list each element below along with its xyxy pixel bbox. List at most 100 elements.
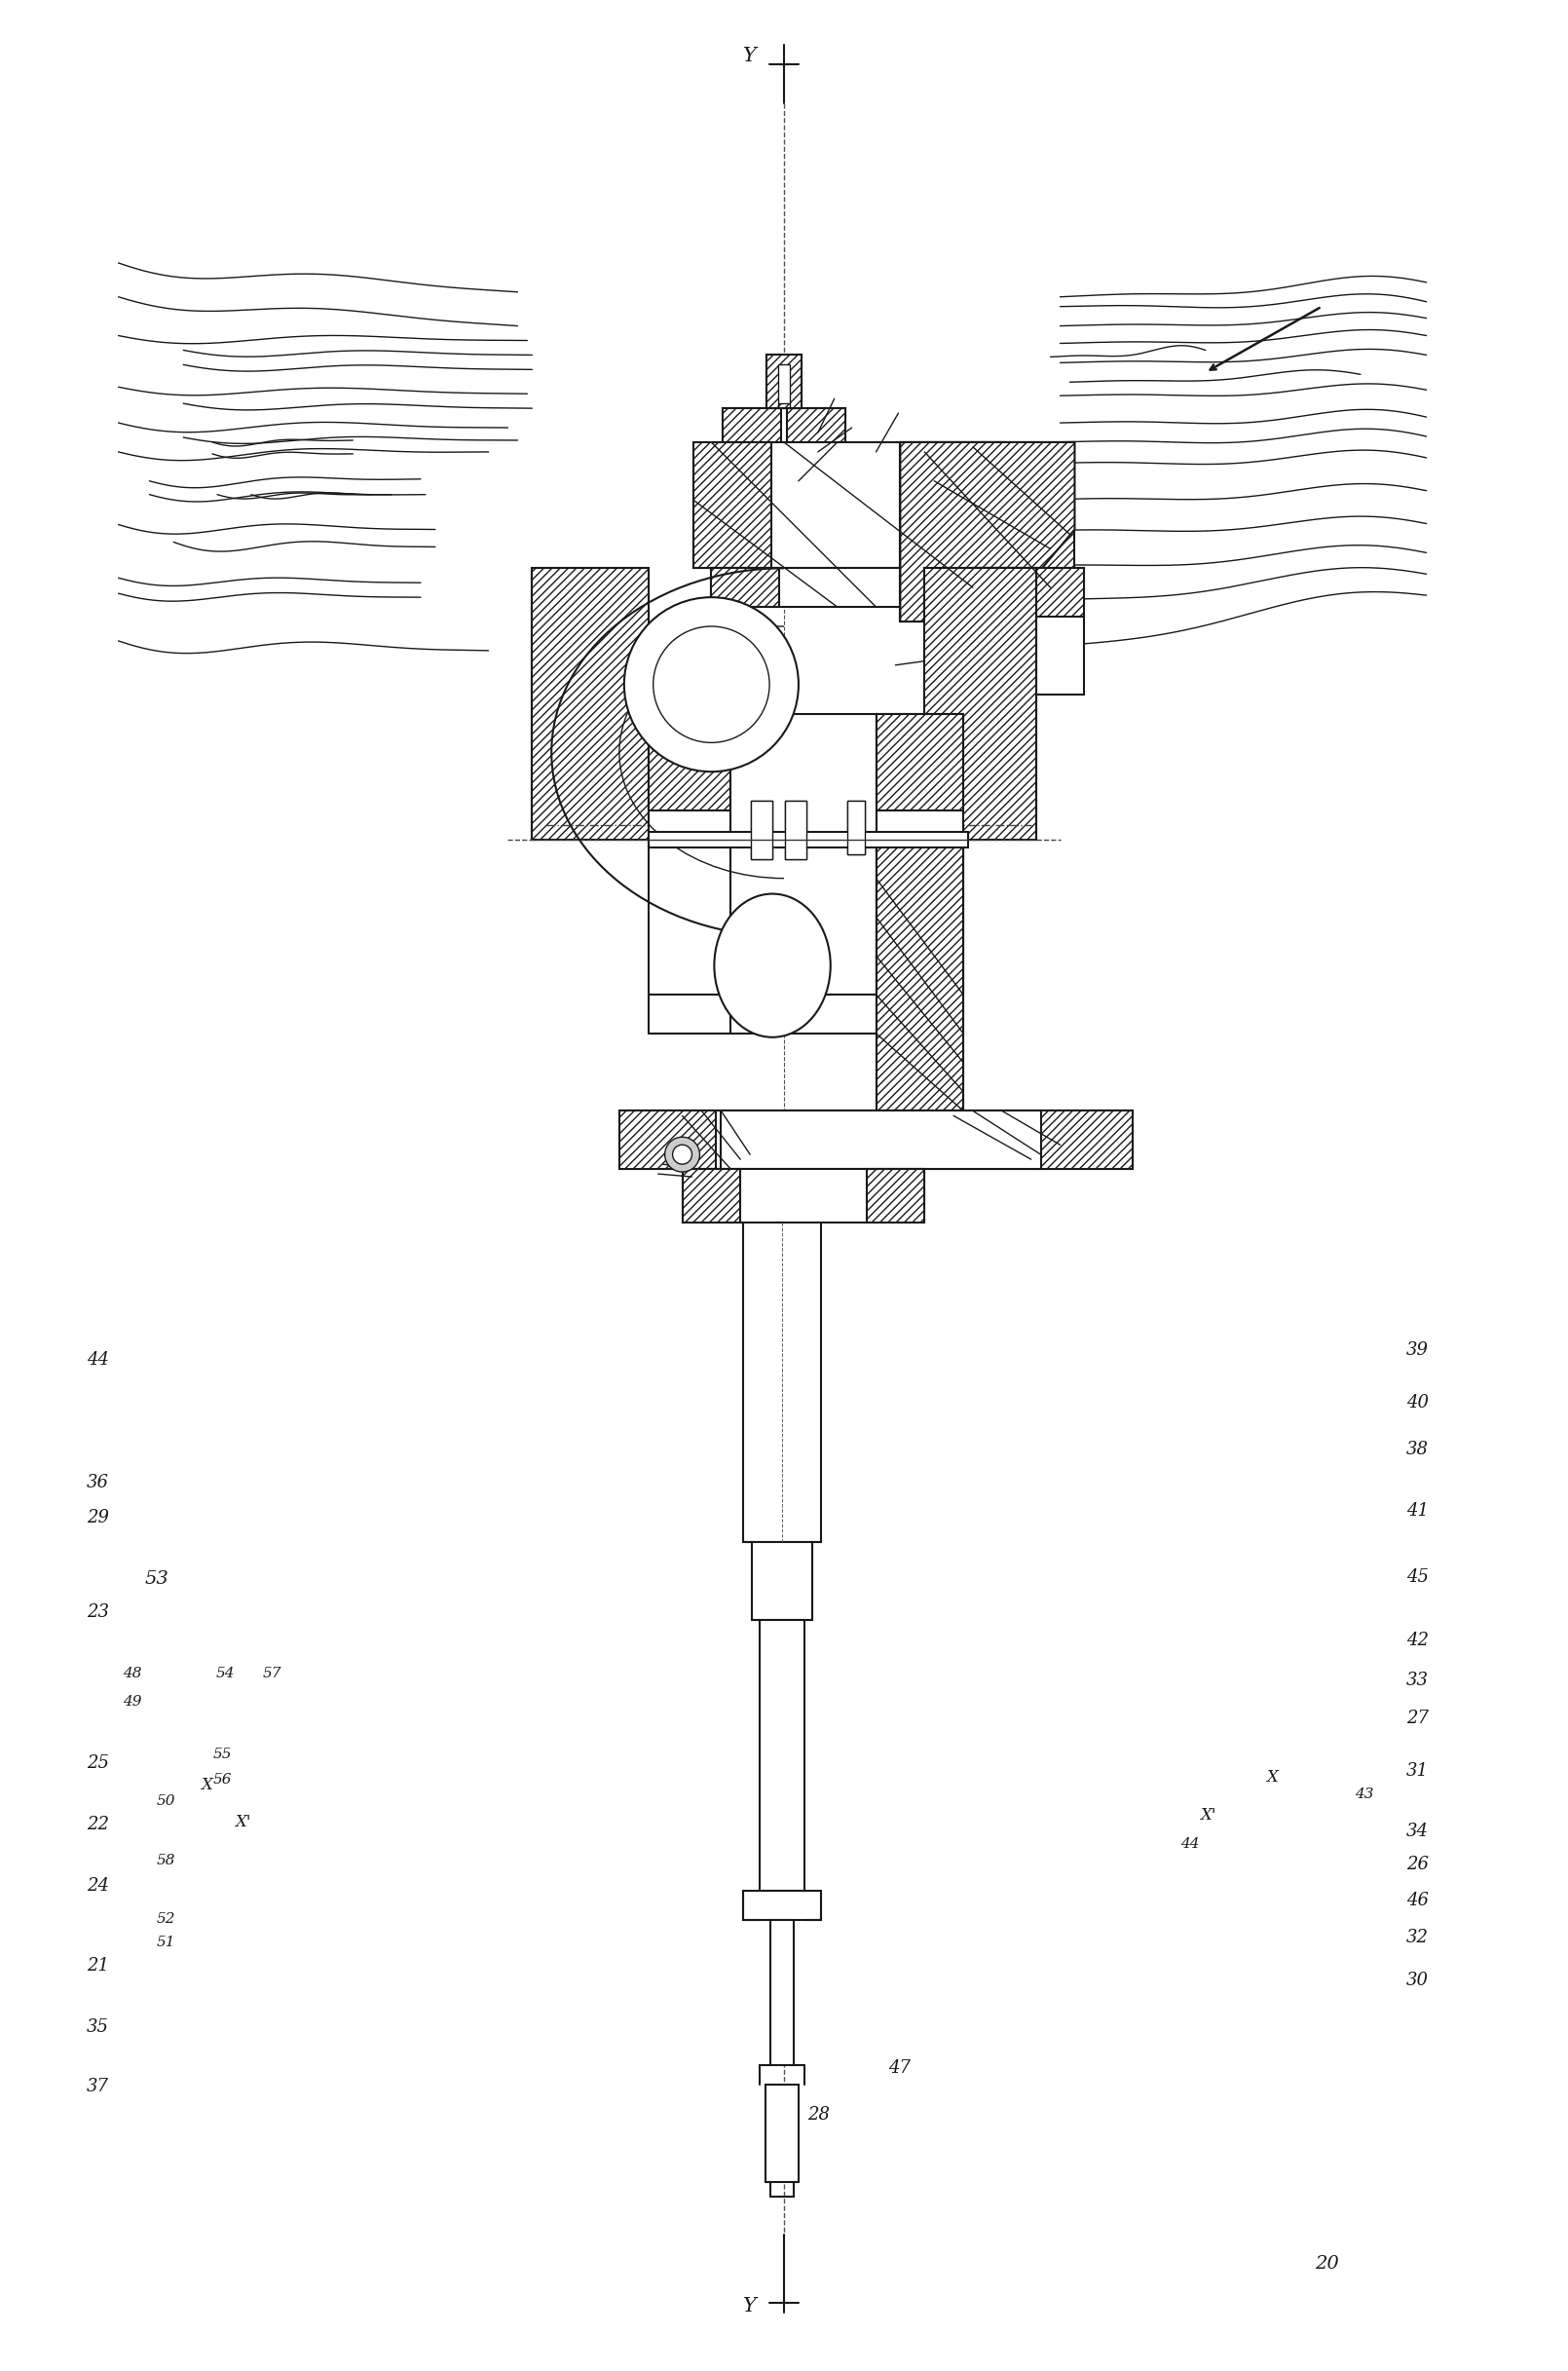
Text: 56: 56 <box>213 1774 232 1788</box>
Bar <box>712 569 993 607</box>
Bar <box>847 801 864 854</box>
Text: 23: 23 <box>86 1603 108 1622</box>
Bar <box>1036 1112 1132 1169</box>
Bar <box>877 714 963 993</box>
Bar <box>767 356 801 408</box>
Bar <box>723 408 845 443</box>
Bar <box>925 569 1036 839</box>
Text: 40: 40 <box>1406 1394 1428 1411</box>
Bar <box>765 2084 798 2181</box>
Bar <box>867 1169 925 1223</box>
Text: 53: 53 <box>144 1570 169 1589</box>
Text: 46: 46 <box>1406 1892 1428 1909</box>
Bar <box>695 443 771 569</box>
Text: X: X <box>201 1776 213 1792</box>
Circle shape <box>654 626 770 742</box>
Text: 38: 38 <box>1406 1442 1428 1458</box>
Bar <box>770 1921 793 2065</box>
Text: 37: 37 <box>86 2077 108 2096</box>
Text: 45: 45 <box>1406 1567 1428 1586</box>
Text: 48: 48 <box>122 1667 141 1681</box>
Bar <box>972 569 1085 616</box>
Bar <box>731 993 877 1034</box>
Bar <box>743 1892 820 1921</box>
Circle shape <box>624 597 798 771</box>
Circle shape <box>665 1138 699 1171</box>
Bar <box>751 801 773 858</box>
Text: Y: Y <box>743 47 756 64</box>
Text: 33: 33 <box>1406 1672 1428 1691</box>
Bar <box>786 801 806 858</box>
Text: 39: 39 <box>1406 1342 1428 1359</box>
Text: 28: 28 <box>808 2105 829 2124</box>
Bar <box>619 1112 1132 1169</box>
Text: X': X' <box>1200 1807 1217 1823</box>
Bar <box>648 993 731 1034</box>
Bar <box>922 443 1004 569</box>
Bar <box>925 569 993 607</box>
Text: 44: 44 <box>86 1351 108 1368</box>
Bar <box>619 1112 717 1169</box>
Bar <box>877 839 963 1112</box>
Text: 27: 27 <box>1406 1709 1428 1728</box>
Text: 30: 30 <box>1406 1973 1428 1989</box>
Bar <box>900 443 1074 621</box>
Bar <box>731 714 877 993</box>
Bar <box>648 714 731 811</box>
Circle shape <box>673 1145 691 1164</box>
Bar <box>751 801 773 858</box>
Bar <box>532 569 648 839</box>
Text: 24: 24 <box>86 1878 108 1894</box>
Bar <box>682 1169 925 1223</box>
Bar <box>532 569 648 839</box>
Text: 34: 34 <box>1406 1823 1428 1840</box>
Text: 58: 58 <box>157 1854 176 1866</box>
Bar <box>648 832 967 846</box>
Text: Y: Y <box>743 2297 756 2314</box>
Text: 50: 50 <box>157 1795 176 1809</box>
Bar <box>847 801 864 854</box>
Text: 21: 21 <box>86 1958 108 1975</box>
Text: 22: 22 <box>86 1816 108 1833</box>
Text: 29: 29 <box>86 1510 108 1527</box>
Text: X: X <box>1267 1769 1278 1785</box>
Text: 25: 25 <box>86 1755 108 1771</box>
Text: 52: 52 <box>157 1913 176 1925</box>
Bar <box>712 569 779 607</box>
Bar <box>721 1112 1041 1169</box>
Bar <box>787 408 845 443</box>
Text: 54: 54 <box>216 1667 235 1681</box>
Text: 43: 43 <box>1355 1788 1374 1802</box>
Bar <box>682 1169 740 1223</box>
Bar <box>778 365 790 403</box>
Text: 26: 26 <box>1406 1856 1428 1873</box>
Bar <box>972 569 1085 695</box>
Text: 41: 41 <box>1406 1503 1428 1520</box>
Text: 49: 49 <box>122 1695 141 1709</box>
Text: 51: 51 <box>157 1935 176 1949</box>
Text: 32: 32 <box>1406 1930 1428 1947</box>
Bar <box>760 1619 804 1892</box>
Bar <box>767 356 801 408</box>
Text: 42: 42 <box>1406 1631 1428 1650</box>
Text: 35: 35 <box>86 2018 108 2037</box>
Bar <box>877 839 963 1112</box>
Text: 31: 31 <box>1406 1762 1428 1778</box>
Bar <box>786 801 806 858</box>
Bar <box>648 714 731 993</box>
Text: X': X' <box>235 1814 251 1830</box>
Bar <box>743 1223 820 1541</box>
Text: 47: 47 <box>887 2058 911 2077</box>
Bar <box>900 443 1074 621</box>
Bar <box>925 569 1036 839</box>
Text: 55: 55 <box>213 1747 232 1762</box>
Text: 44: 44 <box>1181 1838 1200 1849</box>
Ellipse shape <box>715 894 831 1036</box>
Text: 57: 57 <box>263 1667 282 1681</box>
Bar <box>877 714 963 811</box>
Text: 36: 36 <box>86 1475 108 1491</box>
Polygon shape <box>900 443 1074 621</box>
Bar <box>695 443 1004 569</box>
Bar <box>723 408 781 443</box>
Bar <box>753 1541 812 1619</box>
